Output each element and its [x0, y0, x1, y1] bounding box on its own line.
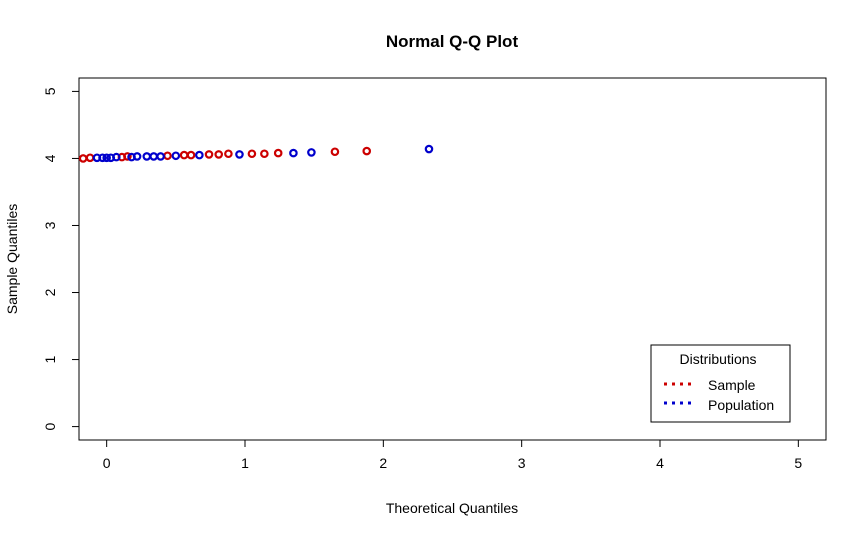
- x-tick-label: 5: [794, 455, 802, 471]
- plot-frame: [78, 77, 827, 441]
- legend-sample-label: Sample: [708, 377, 756, 393]
- population-point: [142, 152, 152, 161]
- chart-title: Normal Q-Q Plot: [386, 32, 519, 51]
- y-tick-label: 4: [42, 154, 58, 162]
- population-point: [195, 150, 204, 160]
- data-points: [78, 144, 434, 163]
- legend-population-label: Population: [708, 397, 774, 413]
- population-point: [307, 148, 316, 157]
- sample-point: [123, 152, 132, 161]
- sample-point: [179, 150, 189, 160]
- y-tick-label: 1: [42, 355, 58, 363]
- sample-point: [362, 146, 372, 156]
- population-point: [156, 152, 165, 161]
- sample-point: [247, 149, 257, 159]
- x-tick-label: 0: [103, 455, 111, 471]
- y-tick-label: 3: [42, 221, 58, 229]
- population-point: [171, 151, 181, 161]
- population-point: [235, 150, 244, 159]
- x-axis-label: Theoretical Quantiles: [386, 500, 518, 516]
- sample-point: [260, 149, 269, 159]
- y-axis-label: Sample Quantiles: [4, 204, 20, 315]
- legend-title: Distributions: [679, 351, 756, 367]
- sample-point: [224, 149, 233, 159]
- population-point: [289, 148, 298, 158]
- x-tick-label: 1: [241, 455, 249, 471]
- x-axis: 0 1 2 3 4 5: [103, 440, 802, 471]
- sample-point: [273, 148, 283, 158]
- population-point: [98, 153, 107, 163]
- sample-point: [214, 150, 224, 159]
- population-point: [112, 152, 121, 162]
- y-tick-label: 5: [42, 87, 58, 95]
- x-tick-label: 2: [379, 455, 387, 471]
- sample-point: [78, 154, 88, 163]
- population-point: [424, 144, 434, 154]
- population-point: [149, 152, 159, 161]
- legend: Distributions Sample Population: [650, 344, 791, 423]
- sample-point: [85, 153, 95, 163]
- x-tick-label: 3: [518, 455, 526, 471]
- y-axis: 0 1 2 3 4 5: [42, 87, 79, 430]
- sample-point: [163, 151, 172, 161]
- population-point: [132, 152, 142, 161]
- y-tick-label: 0: [42, 422, 58, 430]
- sample-point: [204, 150, 214, 159]
- population-point: [102, 153, 111, 163]
- sample-point: [330, 147, 340, 157]
- y-tick-label: 2: [42, 288, 58, 296]
- x-tick-label: 4: [656, 455, 664, 471]
- sample-point: [186, 150, 196, 160]
